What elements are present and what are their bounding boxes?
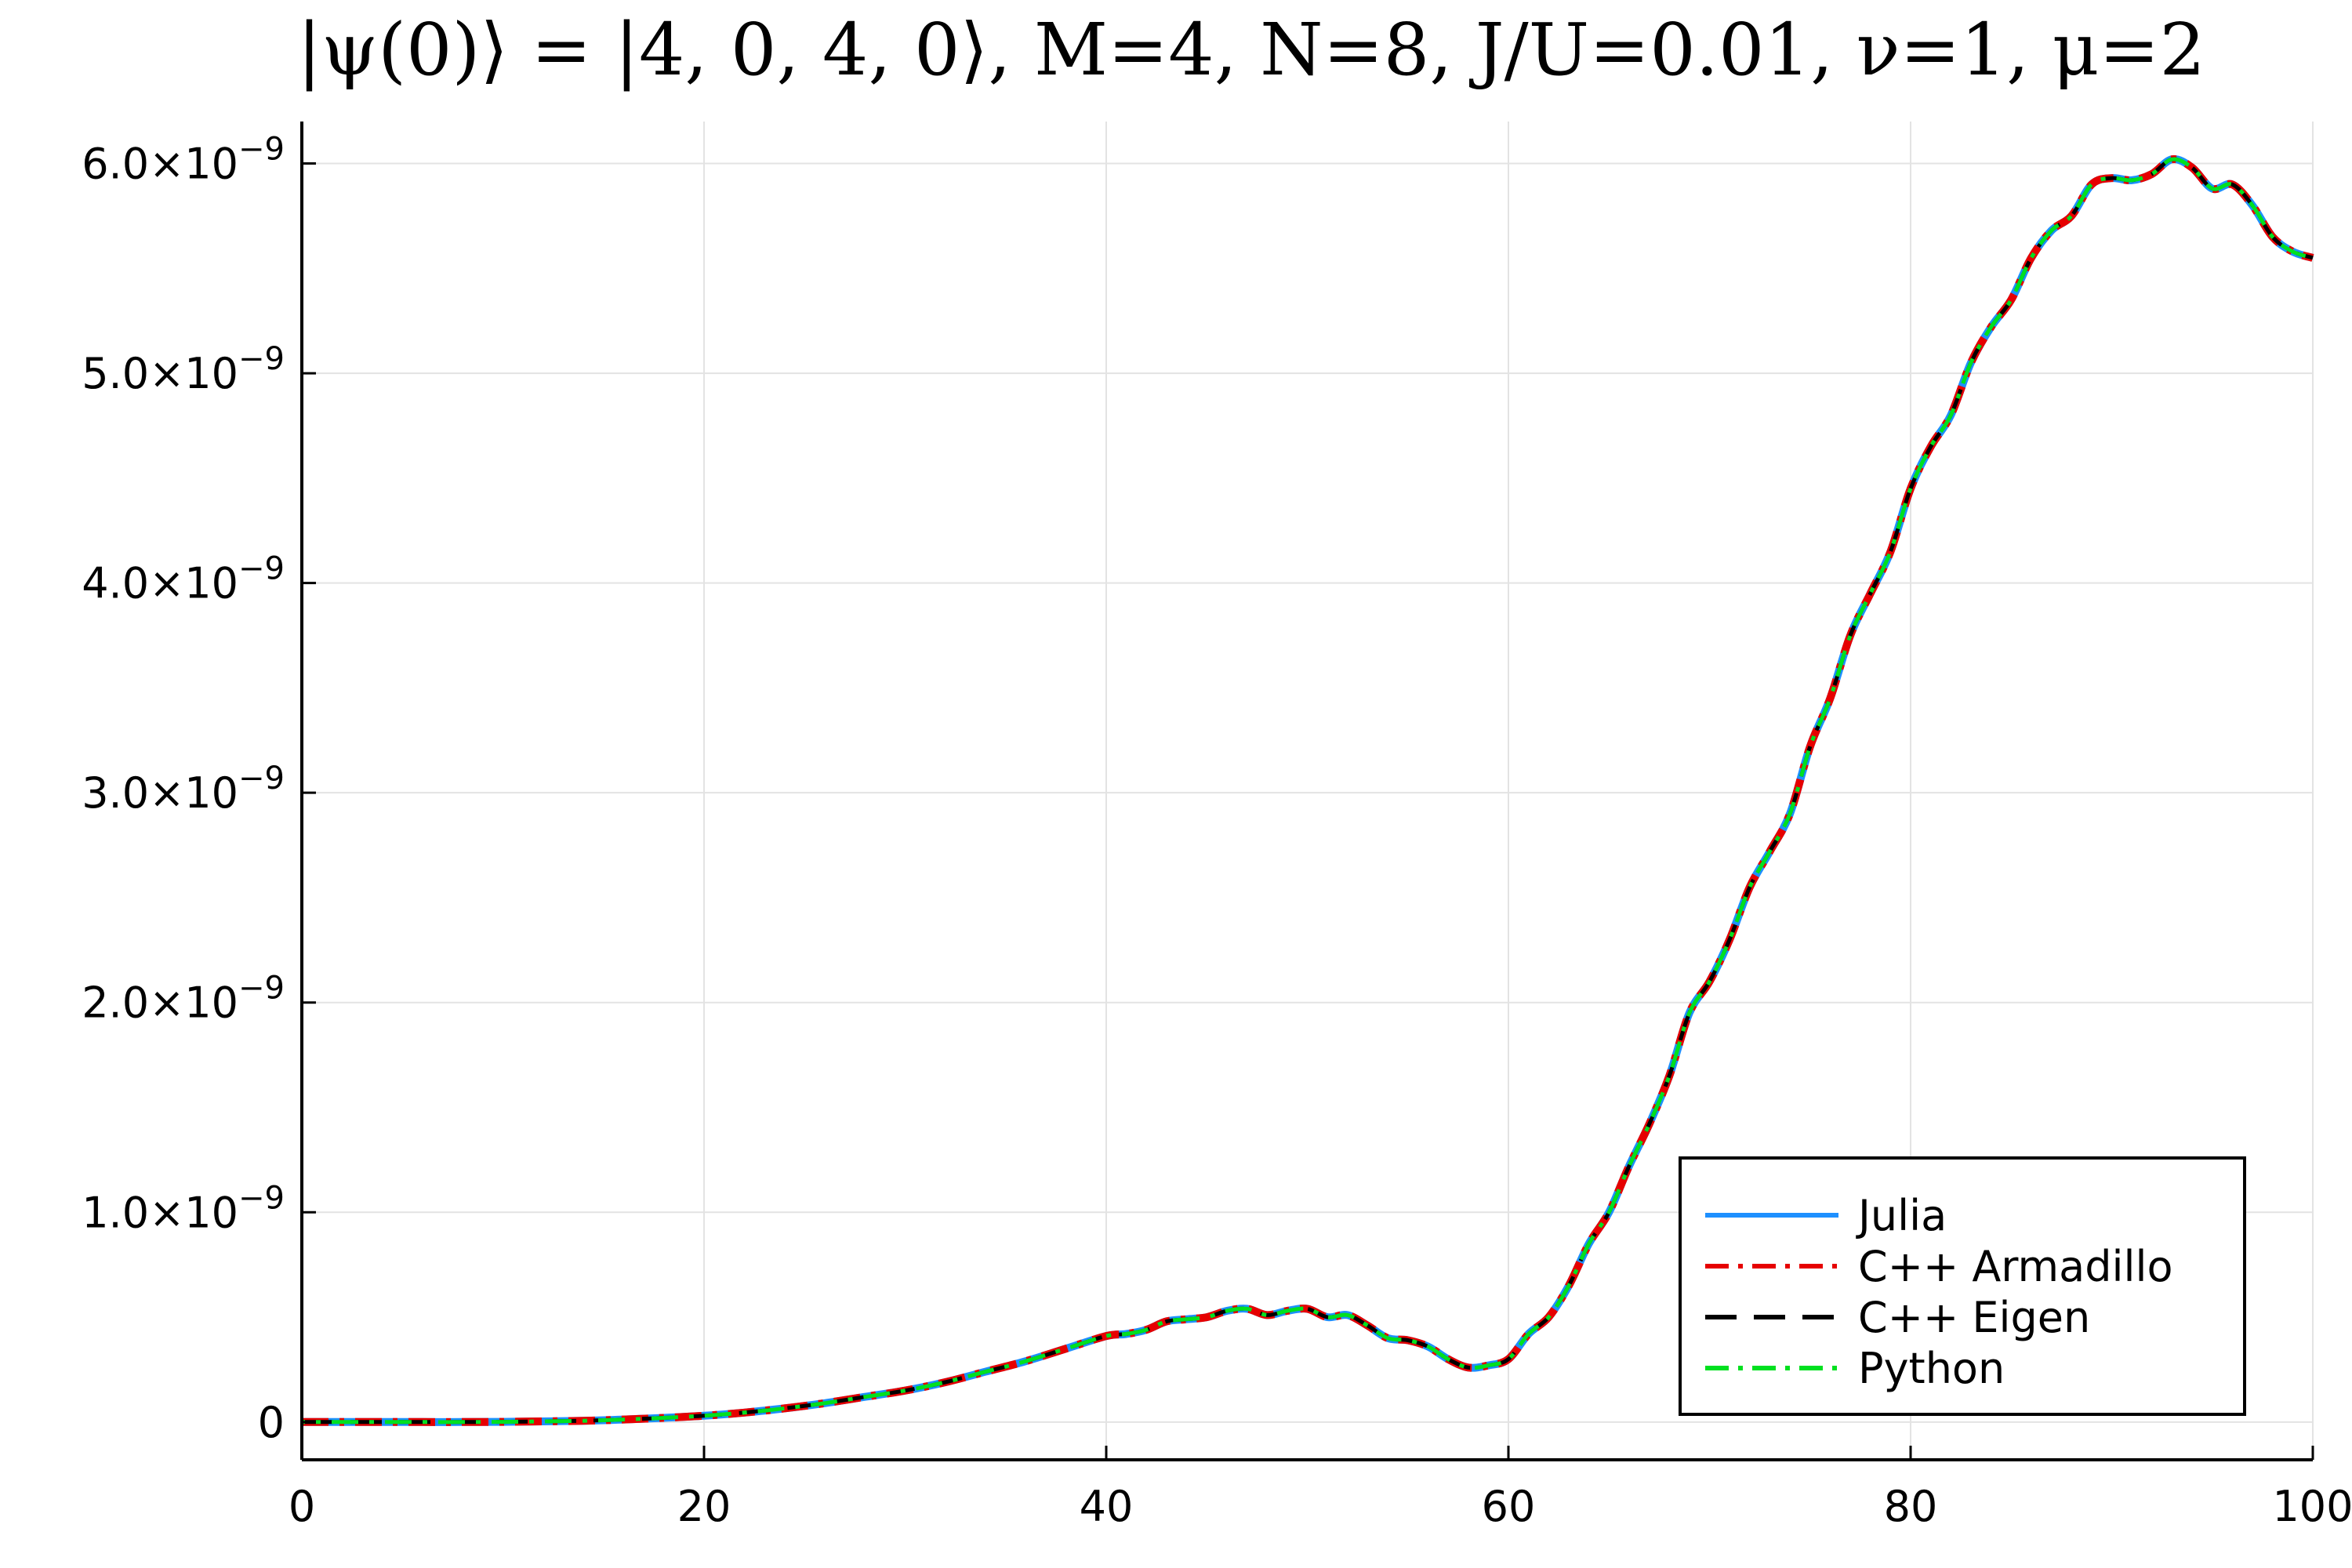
chart-title: |ψ(0)⟩ = |4, 0, 4, 0⟩, M=4, N=8, J/U=0.0…: [297, 8, 2205, 92]
x-tick-label: 80: [1884, 1482, 1938, 1531]
series-line-python: [302, 157, 2314, 1425]
y-tick-label: 5.0×10−9: [82, 341, 285, 398]
series-line-c-eigen: [302, 157, 2314, 1425]
legend-box: [1679, 1156, 2246, 1416]
legend-label: Python: [1858, 1344, 2005, 1393]
y-tick-label: 3.0×10−9: [82, 760, 285, 818]
x-tick-label: 40: [1080, 1482, 1134, 1531]
legend-label: C++ Armadillo: [1858, 1242, 2173, 1291]
tick-labels: 0 20 40 60 80 100 0 1.0×10−9 2.0×10−9 3.0×10−9 4.0…: [82, 132, 2352, 1531]
x-tick-label: 0: [289, 1482, 315, 1531]
y-tick-label: 6.0×10−9: [82, 132, 285, 189]
x-tick-label: 60: [1482, 1482, 1536, 1531]
legend-label: C++ Eigen: [1858, 1293, 2090, 1342]
series-lines: [302, 155, 2314, 1426]
legend-label: Julia: [1856, 1191, 1947, 1240]
axes: [300, 122, 2314, 1461]
x-tick-label: 100: [2272, 1482, 2352, 1531]
x-tick-label: 20: [677, 1482, 731, 1531]
y-tick-label: 1.0×10−9: [82, 1180, 285, 1237]
y-tick-label: 4.0×10−9: [82, 551, 285, 608]
y-tick-label: 0: [258, 1398, 285, 1447]
y-tick-label: 2.0×10−9: [82, 971, 285, 1028]
gridlines: [301, 122, 2314, 1460]
